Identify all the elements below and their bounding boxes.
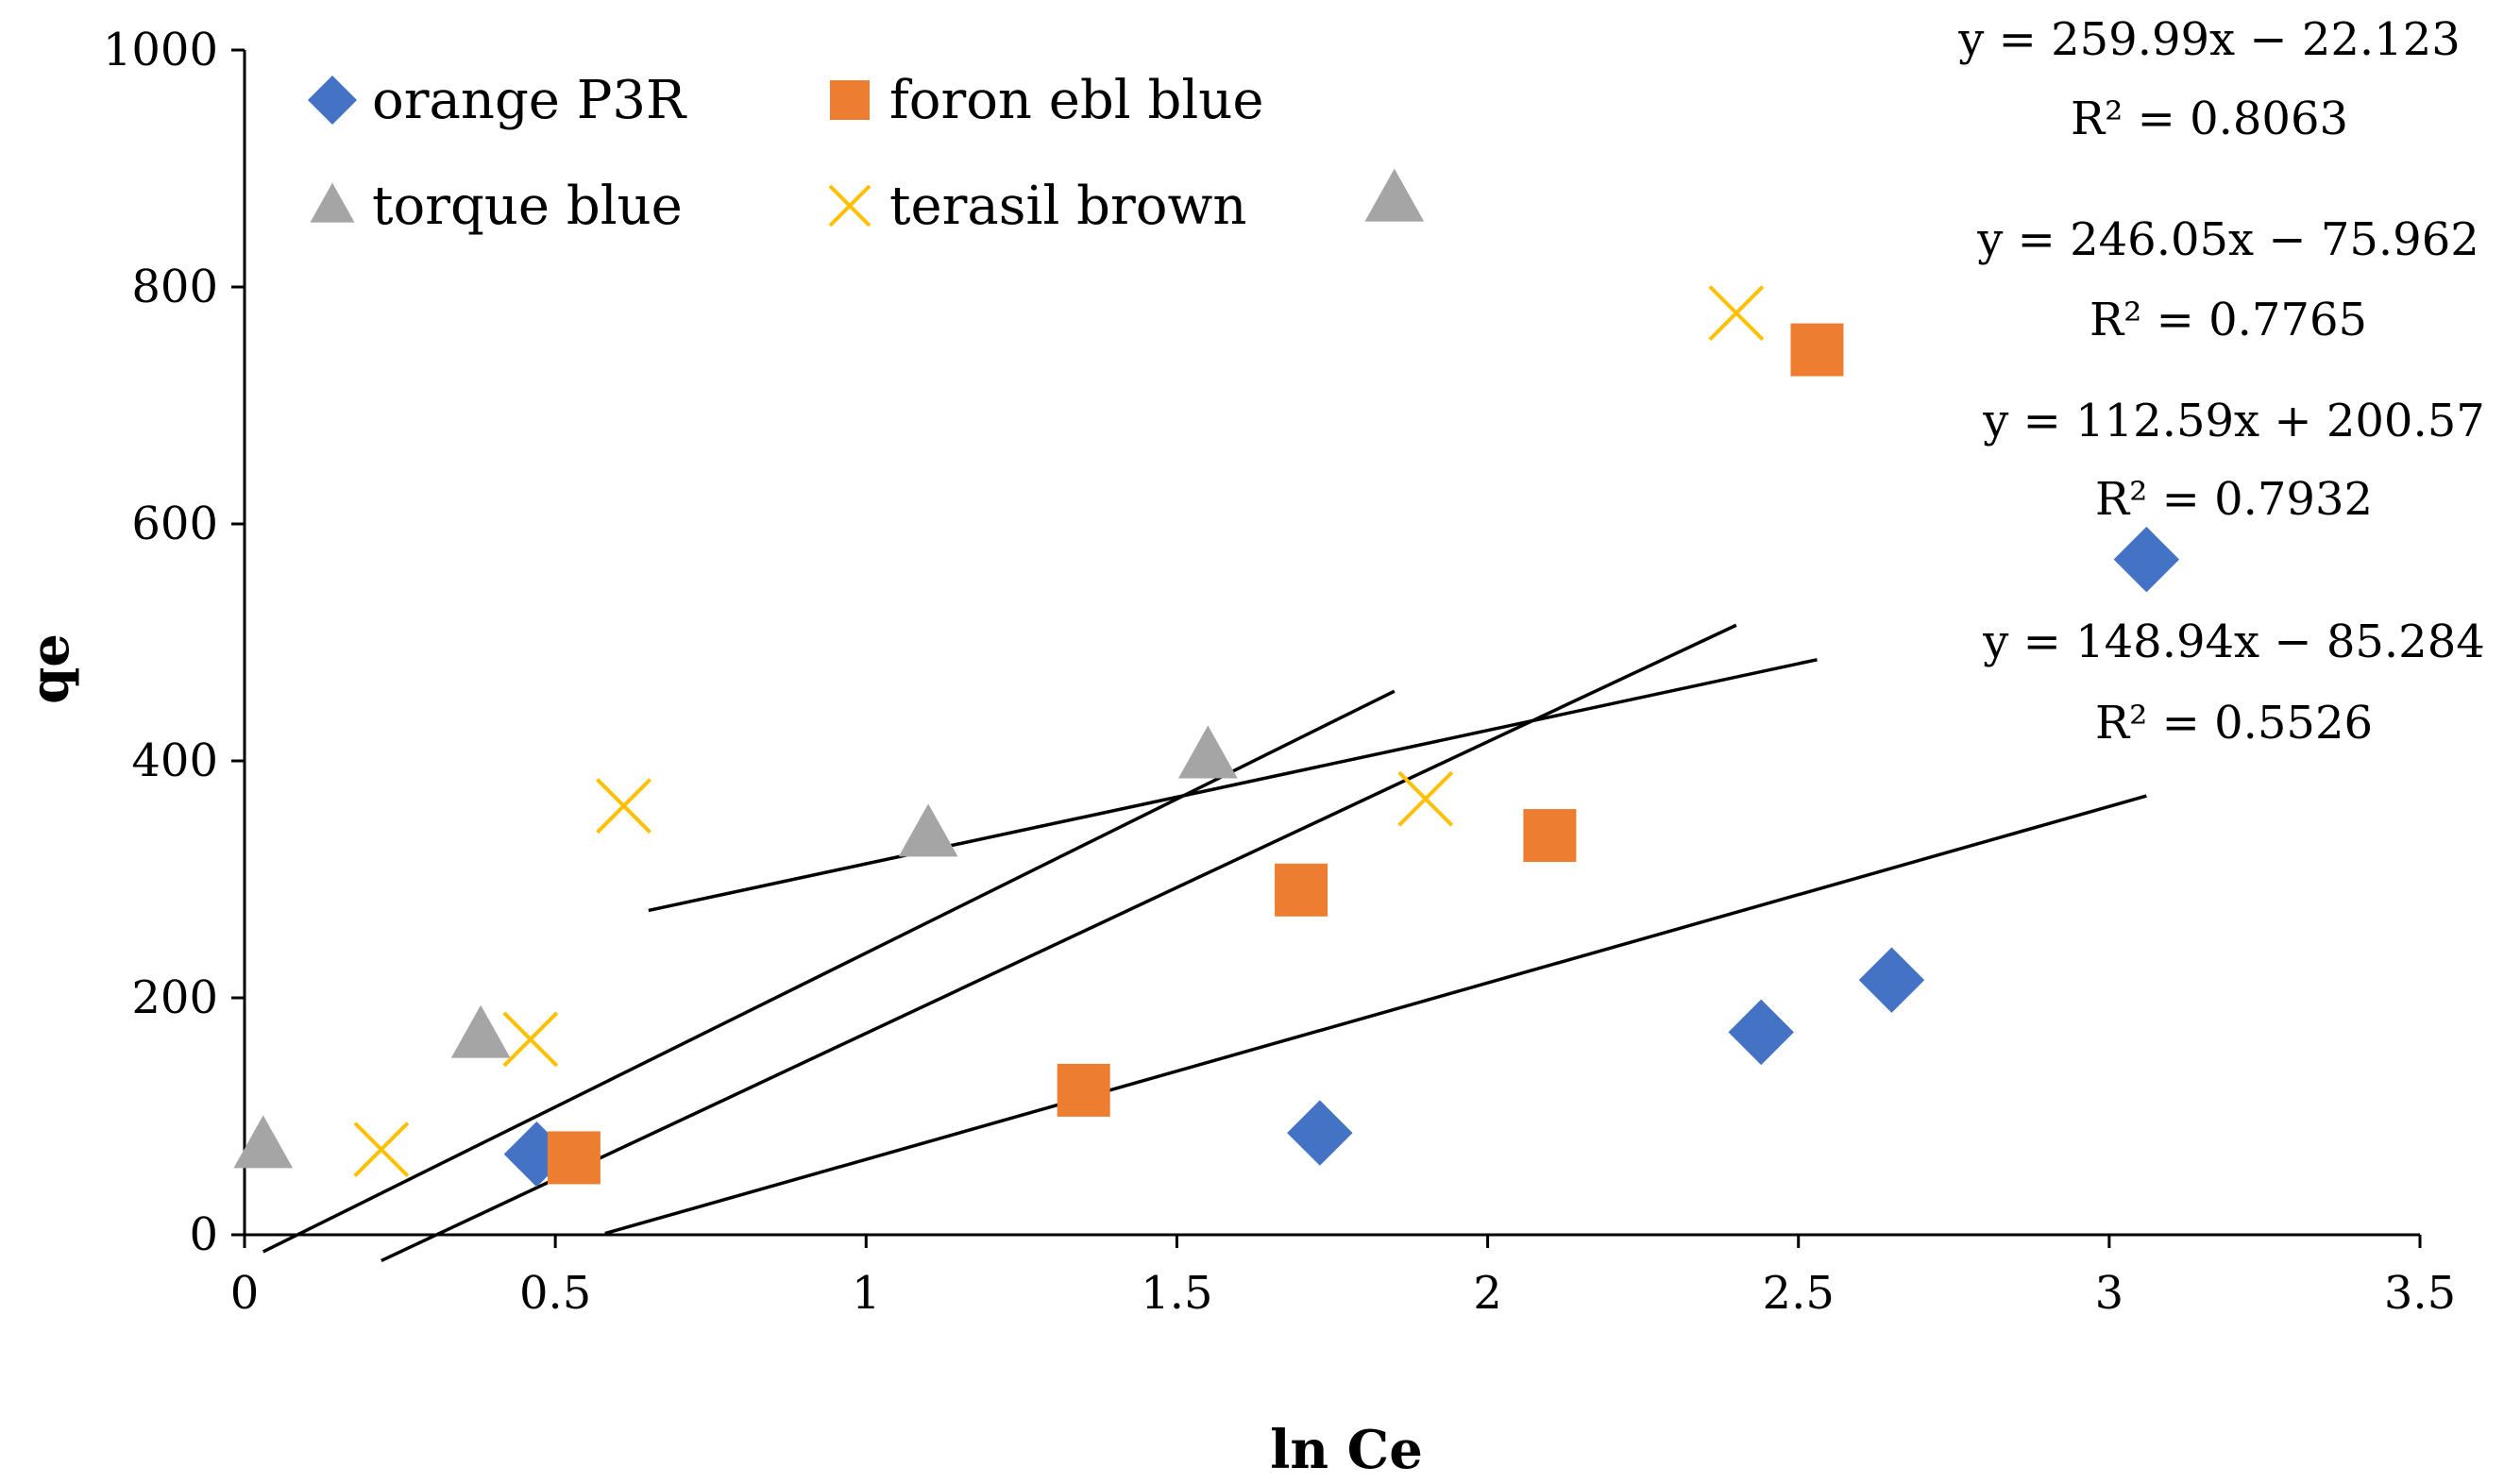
trendline-equation: y = 259.99x − 22.123 bbox=[1957, 13, 2461, 66]
point-terasil-brown bbox=[502, 1011, 559, 1068]
point-terasil-brown bbox=[353, 1121, 410, 1178]
point-foron-ebl-blue bbox=[1523, 809, 1577, 863]
y-tick-label: 400 bbox=[131, 734, 218, 787]
x-axis-title: ln Ce bbox=[1270, 1419, 1423, 1481]
legend-marker bbox=[830, 80, 870, 120]
y-tick-label: 0 bbox=[189, 1208, 218, 1261]
legend-item: torque blue bbox=[310, 176, 683, 237]
point-torque-blue bbox=[450, 1004, 511, 1058]
y-tick-label: 200 bbox=[131, 971, 218, 1024]
trendline-foron-ebl-blue bbox=[262, 689, 1396, 1254]
x-tick-label: 1.5 bbox=[1141, 1267, 1212, 1320]
x-tick-label: 2.5 bbox=[1763, 1267, 1835, 1320]
trendline-r-squared: R² = 0.5526 bbox=[2095, 697, 2373, 750]
legend-marker bbox=[310, 182, 355, 223]
trendline-equation: y = 246.05x − 75.962 bbox=[1976, 213, 2479, 266]
legend-item: orange P3R bbox=[307, 70, 687, 131]
point-orange-p3r bbox=[1728, 999, 1794, 1066]
point-torque-blue bbox=[233, 1115, 294, 1169]
trendline-r-squared: R² = 0.7765 bbox=[2089, 294, 2367, 346]
trendline-equation: y = 112.59x + 200.57 bbox=[1982, 395, 2485, 447]
x-tick-label: 0 bbox=[230, 1267, 260, 1320]
y-tick-label: 800 bbox=[131, 261, 218, 313]
trendlines bbox=[262, 623, 2147, 1262]
legend-item: foron ebl blue bbox=[830, 70, 1263, 131]
point-terasil-brown bbox=[596, 778, 651, 835]
y-tick-label: 600 bbox=[131, 497, 218, 550]
x-tick-label: 2 bbox=[1473, 1267, 1502, 1320]
legend-label: terasil brown bbox=[889, 176, 1247, 237]
trendline-equation: y = 148.94x − 85.284 bbox=[1982, 616, 2485, 668]
trendline-r-squared: R² = 0.7932 bbox=[2095, 473, 2373, 526]
trendline-r-squared: R² = 0.8063 bbox=[2071, 93, 2348, 145]
axes: 0 0.5 1 1.5 2 2.5 3 3.5 0 200 400 600 800 1000 ln Ce qe bbox=[19, 24, 2456, 1481]
trendline-orange-p3r bbox=[604, 794, 2147, 1236]
point-orange-p3r bbox=[1287, 1100, 1353, 1166]
point-torque-blue bbox=[1177, 725, 1238, 779]
x-tick-label: 3.5 bbox=[2384, 1267, 2456, 1320]
trendline-torque-blue bbox=[381, 623, 1737, 1262]
point-orange-p3r bbox=[2113, 526, 2180, 593]
trendline-annotations: y = 259.99x − 22.123 R² = 0.8063 y = 246.0… bbox=[1957, 13, 2485, 750]
legend-marker bbox=[307, 75, 358, 126]
point-terasil-brown bbox=[1708, 285, 1765, 342]
x-tick-label: 3 bbox=[2095, 1267, 2124, 1320]
data-points bbox=[233, 168, 2180, 1188]
point-foron-ebl-blue bbox=[1275, 863, 1328, 917]
point-foron-ebl-blue bbox=[547, 1131, 601, 1185]
y-tick-label: 1000 bbox=[103, 24, 218, 76]
point-torque-blue bbox=[898, 803, 958, 857]
point-terasil-brown bbox=[1397, 770, 1454, 827]
point-orange-p3r bbox=[1858, 947, 1925, 1013]
point-foron-ebl-blue bbox=[1790, 323, 1844, 377]
legend-label: torque blue bbox=[372, 176, 683, 237]
y-axis-title: qe bbox=[19, 633, 81, 704]
x-tick-label: 0.5 bbox=[519, 1267, 591, 1320]
legend: orange P3R foron ebl blue torque blue teras… bbox=[307, 70, 1263, 237]
legend-label: foron ebl blue bbox=[889, 70, 1263, 131]
point-foron-ebl-blue bbox=[1057, 1063, 1110, 1117]
legend-label: orange P3R bbox=[372, 70, 687, 131]
legend-marker bbox=[828, 184, 871, 228]
point-torque-blue bbox=[1364, 168, 1425, 222]
x-tick-label: 1 bbox=[852, 1267, 881, 1320]
legend-item: terasil brown bbox=[828, 176, 1247, 237]
trendline-terasil-brown bbox=[648, 658, 1818, 913]
